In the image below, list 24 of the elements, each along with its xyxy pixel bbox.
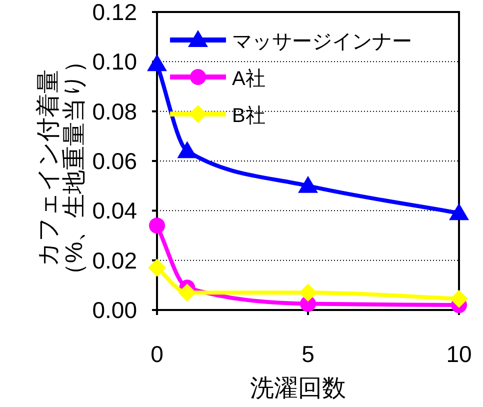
- y-tick-label: 0.04: [92, 198, 138, 224]
- legend-label: A社: [232, 68, 266, 90]
- x-tick-label: 10: [446, 341, 472, 367]
- point: [177, 141, 198, 158]
- point: [299, 284, 317, 302]
- point: [147, 54, 167, 72]
- y-tick-label: 0.12: [92, 0, 137, 25]
- y-tick-label: 0.10: [92, 48, 137, 75]
- legend-label: B社: [232, 105, 266, 127]
- y-tick-label: 0.02: [92, 247, 137, 274]
- point: [450, 290, 468, 308]
- point: [178, 284, 196, 302]
- point: [149, 218, 165, 234]
- legend-label: マッサージインナー: [232, 31, 412, 53]
- point: [298, 176, 318, 193]
- x-tick-label: 5: [302, 341, 314, 367]
- y-tick-label: 0.08: [92, 98, 137, 124]
- point: [148, 258, 166, 277]
- x-axis-title: 洗濯回数: [250, 375, 346, 402]
- point: [449, 203, 469, 220]
- y-axis-title: カフェイン付着量（%、生地重量当り）: [35, 48, 88, 288]
- x-tick-label: 0: [150, 341, 164, 367]
- y-tick-label: 0.06: [92, 148, 137, 174]
- y-tick-label: 0.00: [92, 297, 137, 323]
